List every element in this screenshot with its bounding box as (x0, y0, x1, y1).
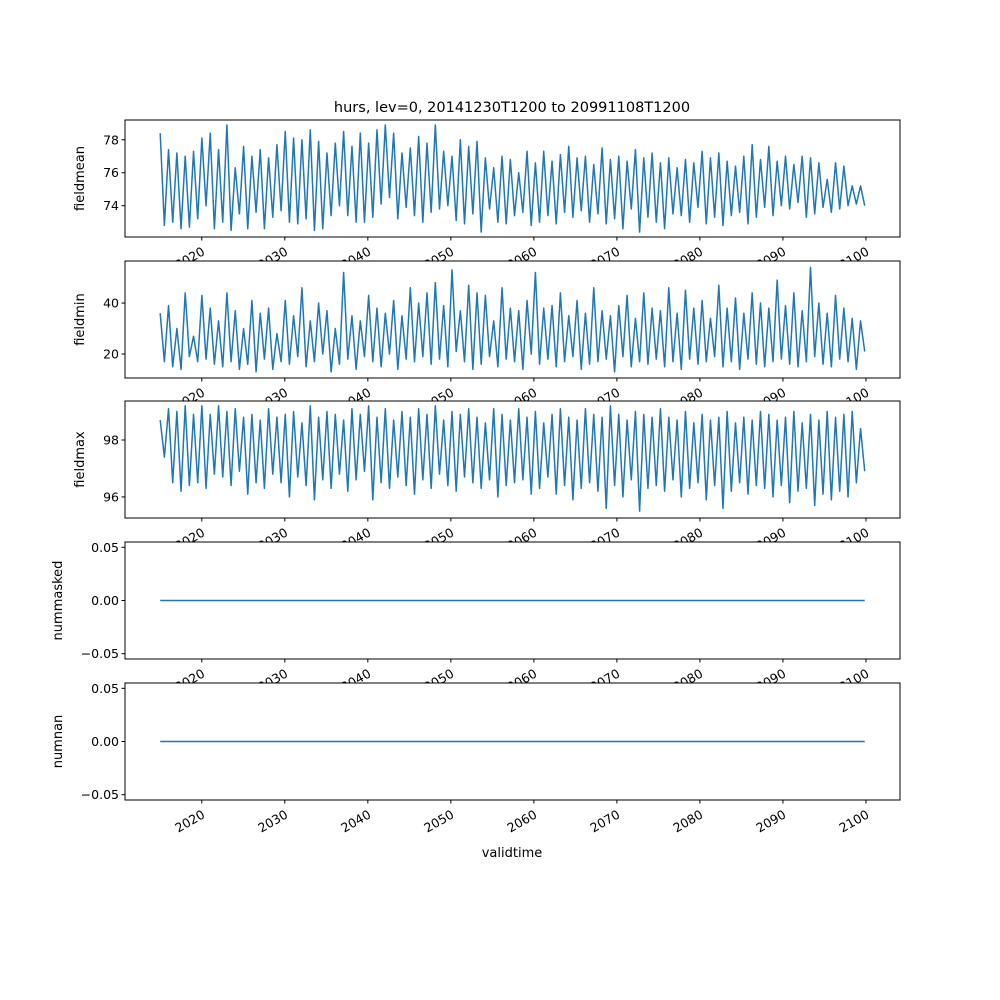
y-tick-label: 40 (103, 296, 119, 311)
y-tick-label: −0.05 (81, 646, 119, 661)
y-tick-label: 74 (103, 198, 119, 213)
y-tick-label: 0.00 (91, 593, 119, 608)
y-axis-label: fieldmin (73, 293, 88, 346)
y-axis-label: numnan (51, 715, 66, 769)
y-tick-label: 78 (103, 132, 119, 147)
y-tick-label: 0.05 (91, 681, 119, 696)
axes-frame (124, 119, 901, 238)
chart-title: hurs, lev=0, 20141230T1200 to 20991108T1… (334, 100, 690, 116)
y-axis-label: fieldmean (73, 146, 88, 211)
axes-frame (124, 260, 901, 379)
y-tick-label: 76 (103, 165, 119, 180)
y-tick-label: −0.05 (81, 787, 119, 802)
y-tick-label: 0.05 (91, 540, 119, 555)
y-tick-label: 20 (103, 347, 119, 362)
axes-frame (124, 400, 901, 519)
y-axis-label: nummasked (51, 561, 66, 641)
series-line-fieldmin (159, 266, 866, 373)
y-axis-label: fieldmax (73, 431, 88, 488)
x-axis-label: validtime (482, 846, 543, 861)
y-tick-label: 0.00 (91, 734, 119, 749)
series-line-fieldmean (159, 124, 866, 233)
y-tick-label: 98 (103, 433, 119, 448)
axes-background (125, 261, 900, 378)
y-tick-label: 96 (103, 489, 119, 504)
series-line-fieldmax (159, 405, 866, 512)
